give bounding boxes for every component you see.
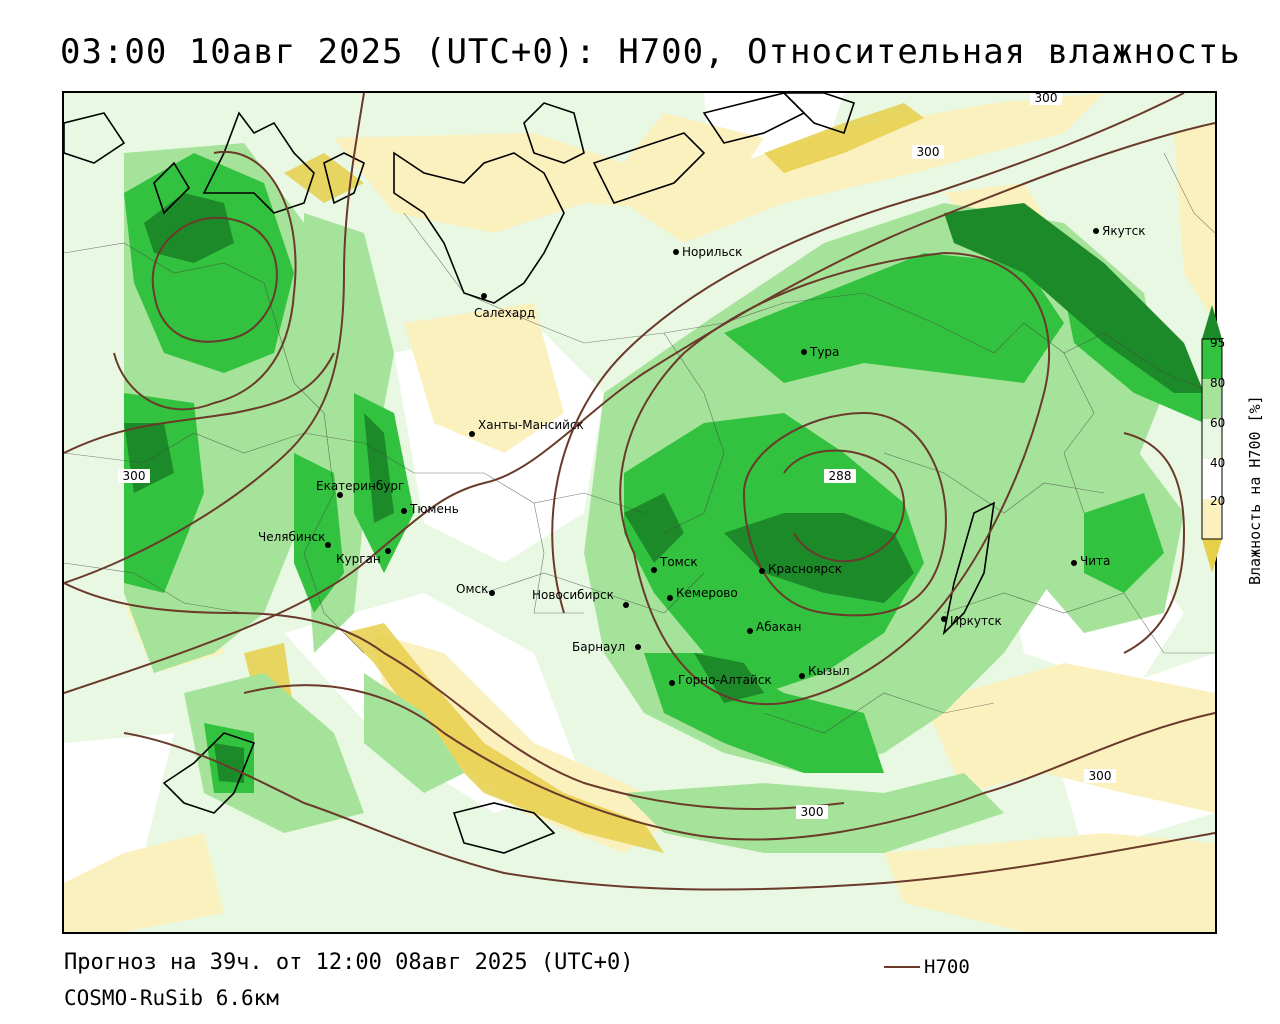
city-label: Челябинск <box>258 530 325 544</box>
contour-label-text: 300 <box>123 469 146 483</box>
city-gorno-altaysk: Горно-Алтайск <box>669 673 772 687</box>
city-label: Тура <box>809 345 839 359</box>
contour-label: 300 <box>1084 769 1116 783</box>
city-label: Кызыл <box>808 664 850 678</box>
contour-label: 300 <box>118 469 150 483</box>
colorbar-tick: 80 <box>1210 376 1225 390</box>
colorbar: 95 80 60 40 20 <box>1201 305 1225 573</box>
city-label: Чита <box>1080 554 1110 568</box>
city-label: Барнаул <box>572 640 625 654</box>
contour-label-text: 300 <box>1089 769 1112 783</box>
colorbar-band-40 <box>1202 459 1222 499</box>
contour-label: 288 <box>824 469 856 483</box>
contour-label-text: 288 <box>829 469 852 483</box>
contour-label-group: 300 300 300 288 300 300 <box>118 93 1116 819</box>
contour-label: 300 <box>912 145 944 159</box>
city-label: Кемерово <box>676 586 738 600</box>
forecast-info: Прогноз на 39ч. от 12:00 08авг 2025 (UTC… <box>64 950 634 975</box>
contour-label-text: 300 <box>1035 93 1058 105</box>
city-khanty-mansiysk: Ханты-Мансийск <box>469 418 584 437</box>
city-label: Томск <box>659 555 698 569</box>
model-name: COSMO-RuSib 6.6км <box>64 986 279 1010</box>
colorbar-band-60 <box>1202 419 1222 459</box>
city-label: Горно-Алтайск <box>678 673 772 687</box>
colorbar-title: Влажность на Н700 [%] <box>1246 355 1268 595</box>
city-label: Якутск <box>1102 224 1146 238</box>
colorbar-tick: 40 <box>1210 456 1225 470</box>
humidity-map: 300 300 300 288 300 300 <box>64 93 1215 932</box>
city-yekaterinburg: Екатеринбург <box>316 479 404 498</box>
h700-legend-swatch <box>884 966 920 968</box>
colorbar-band-95 <box>1202 339 1222 379</box>
colorbar-tick: 95 <box>1210 336 1225 350</box>
humidity-80-95-areas <box>124 153 1204 793</box>
colorbar-tick: 60 <box>1210 416 1225 430</box>
colorbar-band-20 <box>1202 499 1222 539</box>
coastlines <box>64 93 996 854</box>
city-label: Салехард <box>474 306 535 320</box>
city-abakan: Абакан <box>747 620 801 634</box>
city-tomsk: Томск <box>651 555 698 573</box>
city-kyzyl: Кызыл <box>799 664 850 679</box>
city-salekhard: Салехард <box>474 293 535 320</box>
colorbar-cap-bottom <box>1202 539 1222 573</box>
city-chita: Чита <box>1071 554 1110 568</box>
h700-legend: H700 <box>884 956 970 978</box>
city-krasnoyarsk: Красноярск <box>759 562 842 576</box>
humidity-20-40-areas <box>64 93 1215 932</box>
humidity-above-95-areas <box>124 193 1204 783</box>
city-label: Тюмень <box>409 502 459 516</box>
city-label: Иркутск <box>950 614 1002 628</box>
city-barnaul: Барнаул <box>572 640 641 654</box>
city-label: Омск <box>456 582 488 596</box>
city-chelyabinsk: Челябинск <box>258 530 331 548</box>
contour-label-text: 300 <box>917 145 940 159</box>
city-yakutsk: Якутск <box>1093 224 1146 238</box>
city-markers: Норильск Якутск Салехард Тура Ханты-Манс… <box>258 224 1146 687</box>
city-label: Курган <box>336 552 381 566</box>
city-tura: Тура <box>801 345 839 359</box>
city-label: Ханты-Мансийск <box>478 418 584 432</box>
map-panel: 300 300 300 288 300 300 <box>62 91 1217 934</box>
city-label: Красноярск <box>768 562 842 576</box>
colorbar-ticks: 95 80 60 40 20 <box>1210 336 1225 508</box>
h700-legend-label: H700 <box>924 956 970 978</box>
contour-label: 300 <box>796 805 828 819</box>
city-novosibirsk: Новосибирск <box>532 588 629 608</box>
colorbar-title-text: Влажность на Н700 [%] <box>1246 395 1264 585</box>
city-omsk: Омск <box>456 582 495 596</box>
contour-label-text: 300 <box>801 805 824 819</box>
city-label: Абакан <box>756 620 801 634</box>
page-title: 03:00 10авг 2025 (UTC+0): H700, Относите… <box>60 32 1241 72</box>
city-label: Норильск <box>682 245 742 259</box>
city-kurgan: Курган <box>336 548 391 566</box>
city-kemerovo: Кемерово <box>667 586 738 601</box>
colorbar-band-80 <box>1202 379 1222 419</box>
city-label: Екатеринбург <box>316 479 404 493</box>
colorbar-tick: 20 <box>1210 494 1225 508</box>
region-borders <box>64 152 1215 734</box>
city-label: Новосибирск <box>532 588 614 602</box>
h700-contours <box>64 93 1215 891</box>
colorbar-cap-top <box>1202 305 1222 339</box>
contour-label: 300 <box>1030 93 1062 105</box>
city-norilsk: Норильск <box>673 245 742 259</box>
city-tyumen: Тюмень <box>401 502 459 516</box>
city-irkutsk: Иркутск <box>941 614 1002 628</box>
